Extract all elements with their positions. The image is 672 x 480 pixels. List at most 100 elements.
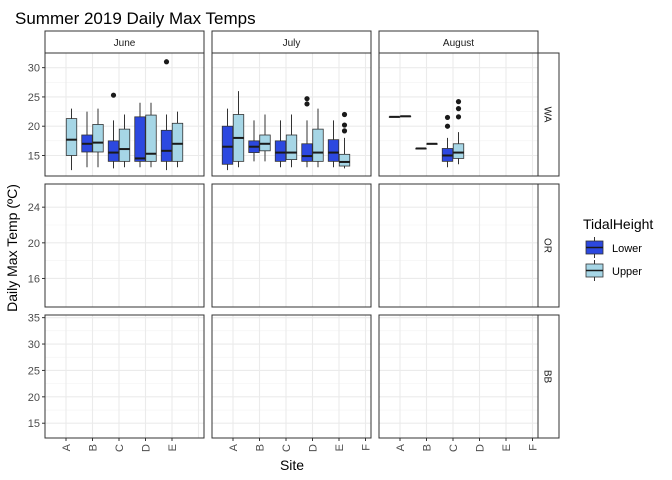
box-body (327, 139, 340, 162)
box-wa-july-a-lower (221, 108, 234, 171)
box-wa-july-b-lower (248, 120, 260, 162)
panel-background (45, 315, 204, 438)
box-wa-july-c-upper (285, 114, 298, 168)
box-wa-june-c-lower (107, 92, 120, 169)
y-tick-label: 16 (28, 273, 40, 285)
facet-label-august: August (443, 38, 474, 49)
box-wa-june-d-lower (134, 102, 146, 168)
panel-or-june (44, 183, 205, 308)
x-tick-label: E (167, 444, 179, 451)
panel-bb-august (378, 314, 539, 439)
box-body (145, 114, 157, 162)
box-wa-august-a-upper (399, 115, 412, 118)
x-tick-label: E (334, 444, 346, 451)
box-wa-august-a-lower (388, 115, 401, 118)
legend-entry-upper: Upper (583, 259, 642, 282)
x-tick-label: D (141, 444, 153, 452)
outlier-point (341, 122, 348, 128)
x-tick-label: E (501, 444, 513, 451)
box-body (338, 153, 351, 167)
panel-background (379, 184, 538, 307)
x-axis-label: Site (280, 457, 304, 473)
outlier-point (455, 106, 462, 112)
y-tick-label: 15 (28, 151, 40, 163)
legend: TidalHeight Lower Upper (583, 216, 653, 282)
panel-background (45, 184, 204, 307)
box-body (301, 143, 313, 162)
panel-border (378, 183, 539, 308)
panel-wa-july (211, 52, 372, 177)
facet-label-july: July (283, 38, 301, 49)
outlier-point (455, 114, 462, 120)
outlier-point (304, 96, 310, 102)
y-tick-label: 35 (28, 313, 40, 325)
x-tick-label: C (114, 444, 126, 452)
box-body (107, 140, 120, 162)
box-wa-july-d-lower (301, 96, 313, 168)
y-tick-label: 30 (28, 63, 40, 75)
facet-label-wa: WA (542, 107, 553, 123)
outlier-point (341, 111, 348, 118)
box-wa-june-b-upper (92, 108, 104, 168)
panel-wa-june (44, 52, 205, 177)
box-body (134, 116, 146, 162)
x-tick-label: D (475, 444, 487, 452)
chart-title: Summer 2019 Daily Max Temps (15, 9, 256, 28)
box-body (452, 143, 465, 159)
y-tick-label: 20 (28, 392, 40, 404)
outlier-point (110, 92, 117, 98)
panel-border (44, 314, 205, 439)
x-tick-label: F (528, 444, 540, 451)
box-wa-june-e-lower (160, 59, 173, 171)
y-axis-label: Daily Max Temp (ºC) (4, 184, 20, 312)
axes: 15 20 25 30 16 20 24 15 20 25 30 35 A B C D E A B C D E F A B C D E… (28, 63, 540, 452)
facet-panels (44, 52, 539, 439)
box-body (65, 118, 78, 156)
box-body (312, 128, 324, 162)
x-tick-label: D (308, 444, 320, 452)
outlier-point (163, 59, 170, 65)
panel-wa-august (378, 52, 539, 177)
panel-or-august (378, 183, 539, 308)
box-wa-july-a-upper (232, 91, 245, 168)
box-wa-june-d-upper (145, 102, 157, 168)
box-wa-june-e-upper (171, 111, 184, 168)
box-body (118, 128, 131, 162)
box-wa-august-b-upper (426, 142, 438, 145)
box-wa-june-a-upper (65, 108, 78, 171)
box-wa-july-e-upper (338, 111, 351, 169)
x-tick-label: B (255, 444, 267, 451)
x-tick-label: C (448, 444, 460, 452)
box-wa-july-b-upper (259, 114, 271, 162)
panel-bb-july (211, 314, 372, 439)
x-tick-label: B (88, 444, 100, 451)
box-body (285, 134, 298, 161)
x-tick-label: A (61, 443, 73, 451)
box-wa-august-c-upper (452, 99, 465, 165)
box-wa-august-c-lower (441, 114, 454, 168)
y-tick-label: 20 (28, 121, 40, 133)
panel-or-july (211, 183, 372, 308)
panel-background (212, 315, 371, 438)
y-tick-label: 25 (28, 365, 40, 377)
x-tick-label: A (395, 443, 407, 451)
panel-border (44, 183, 205, 308)
outlier-point (341, 128, 348, 134)
panel-border (378, 52, 539, 177)
box-wa-july-e-lower (327, 120, 340, 168)
y-tick-label: 15 (28, 418, 40, 430)
legend-title: TidalHeight (583, 216, 653, 232)
legend-entry-lower: Lower (583, 236, 642, 259)
box-body (92, 124, 104, 153)
panel-border (378, 314, 539, 439)
legend-label-lower: Lower (612, 243, 642, 255)
box-wa-july-c-lower (274, 120, 287, 168)
facet-label-june: June (114, 38, 136, 49)
facet-label-bb: BB (542, 370, 553, 384)
y-tick-label: 30 (28, 339, 40, 351)
facet-label-or: OR (542, 238, 553, 253)
box-body (274, 140, 287, 162)
panel-border (211, 183, 372, 308)
x-tick-label: C (281, 444, 293, 452)
